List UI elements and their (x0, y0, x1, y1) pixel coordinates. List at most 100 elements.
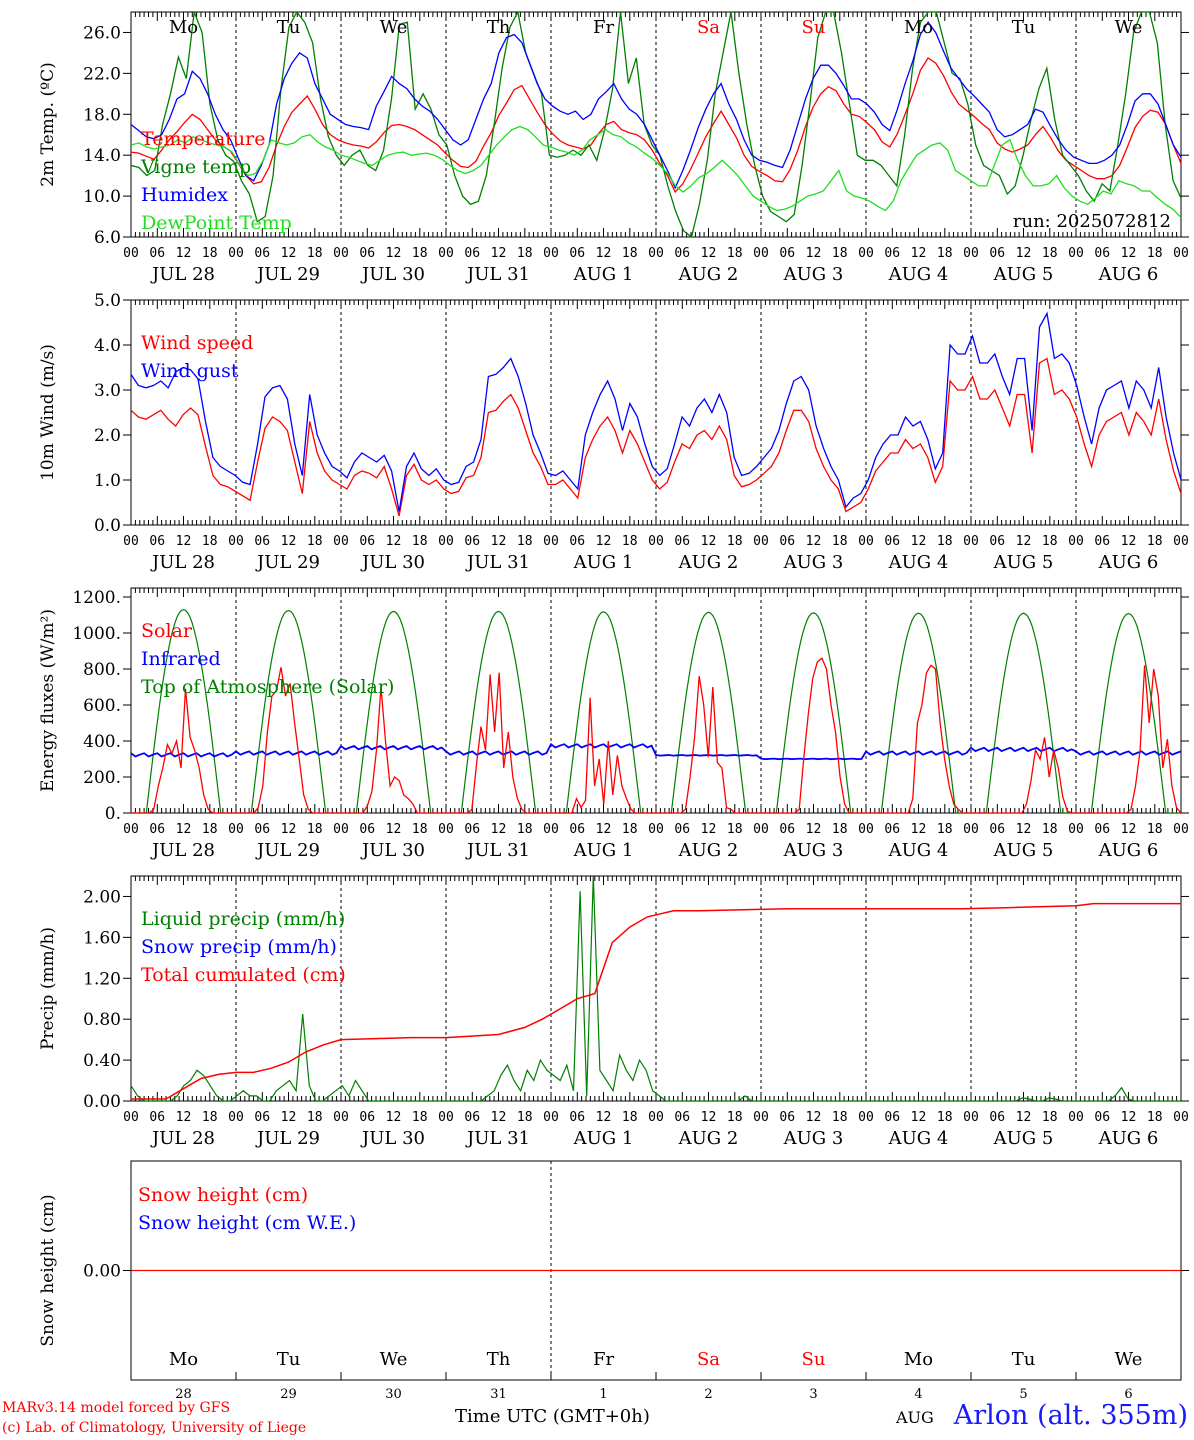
y-tick-label: 0.40 (83, 1051, 121, 1071)
legend-entry: Liquid precip (mm/h) (141, 908, 345, 930)
hour-tick-label: 18 (937, 822, 953, 837)
y-tick-label: 2.0 (94, 426, 121, 446)
y-axis-label: 10m Wind (m/s) (38, 344, 58, 481)
legend-entry: Vigne temp (140, 156, 251, 178)
hour-tick-label: 18 (727, 534, 743, 549)
hour-tick-label: 12 (806, 1110, 822, 1125)
hour-tick-label: 06 (149, 246, 165, 261)
weekday-label: Su (802, 17, 826, 38)
hour-tick-label: 12 (701, 534, 717, 549)
hour-tick-label: 00 (438, 822, 454, 837)
series-line-humidex (131, 21, 1181, 190)
y-tick-label: 4.0 (94, 336, 121, 356)
date-label: JUL 29 (255, 264, 320, 285)
hour-tick-label: 12 (596, 1110, 612, 1125)
hour-tick-label: 00 (123, 1110, 139, 1125)
legend-entry: Snow height (cm W.E.) (138, 1212, 356, 1234)
hour-tick-label: 06 (254, 246, 270, 261)
date-label: JUL 30 (360, 840, 425, 861)
legend-entry: Snow precip (mm/h) (141, 936, 337, 958)
date-label: JUL 30 (360, 264, 425, 285)
hour-tick-label: 00 (1173, 1110, 1189, 1125)
hour-tick-label: 12 (176, 246, 192, 261)
hour-tick-label: 00 (438, 246, 454, 261)
hour-tick-label: 12 (386, 1110, 402, 1125)
hour-tick-label: 00 (123, 822, 139, 837)
day-number-label: 5 (1019, 1387, 1027, 1402)
weekday-label: Mo (904, 17, 933, 38)
y-tick-label: 1000. (72, 624, 121, 644)
hour-tick-label: 12 (491, 246, 507, 261)
hour-tick-label: 18 (307, 534, 323, 549)
date-label: AUG 4 (888, 264, 949, 285)
hour-tick-label: 00 (333, 822, 349, 837)
legend-entry: Top of Atmosphere (Solar) (141, 676, 394, 698)
hour-tick-label: 06 (779, 1110, 795, 1125)
date-label: AUG 2 (678, 264, 739, 285)
hour-tick-label: 18 (412, 246, 428, 261)
day-number-label: 2 (704, 1387, 712, 1402)
hour-tick-label: 00 (858, 1110, 874, 1125)
hour-tick-label: 12 (1016, 822, 1032, 837)
hour-tick-label: 06 (779, 246, 795, 261)
hour-tick-label: 00 (438, 534, 454, 549)
hour-tick-label: 12 (1016, 1110, 1032, 1125)
date-label: JUL 28 (150, 840, 215, 861)
hour-tick-label: 12 (1016, 534, 1032, 549)
hour-tick-label: 18 (1042, 822, 1058, 837)
weekday-label: Tu (277, 17, 301, 38)
weekday-label: We (380, 17, 408, 38)
day-number-label: 30 (385, 1387, 402, 1402)
weekday-label: Mo (169, 17, 198, 38)
hour-tick-label: 00 (753, 246, 769, 261)
hour-tick-label: 12 (1121, 534, 1137, 549)
series-line-dewpoint-temp (131, 125, 1181, 219)
hour-tick-label: 18 (1147, 822, 1163, 837)
total-cumulated-line (131, 902, 1181, 1100)
date-label: JUL 29 (255, 1128, 320, 1149)
hour-tick-label: 06 (359, 246, 375, 261)
date-label: JUL 30 (360, 1128, 425, 1149)
hour-tick-label: 00 (543, 822, 559, 837)
y-axis-label: Precip (mm/h) (38, 927, 58, 1050)
hour-tick-label: 00 (543, 246, 559, 261)
date-label: JUL 31 (465, 840, 530, 861)
hour-tick-label: 06 (674, 534, 690, 549)
hour-tick-label: 12 (911, 1110, 927, 1125)
hour-tick-label: 12 (281, 822, 297, 837)
hour-tick-label: 00 (333, 246, 349, 261)
hour-tick-label: 00 (648, 246, 664, 261)
date-label: AUG 4 (888, 552, 949, 573)
hour-tick-label: 06 (884, 246, 900, 261)
hour-tick-label: 18 (1042, 534, 1058, 549)
hour-tick-label: 12 (806, 534, 822, 549)
panel-temp: 6.0 10.0 14.0 18.0 22.0 26.0 2m Temp. (ºC) 00 06… (38, 11, 1189, 285)
hour-tick-label: 18 (307, 822, 323, 837)
hour-tick-label: 00 (963, 246, 979, 261)
y-tick-label: 200. (83, 768, 121, 788)
hour-tick-label: 18 (1042, 246, 1058, 261)
hour-tick-label: 00 (858, 246, 874, 261)
hour-tick-label: 00 (753, 534, 769, 549)
day-number-label: 29 (280, 1387, 297, 1402)
hour-tick-label: 18 (622, 822, 638, 837)
hour-tick-label: 00 (963, 534, 979, 549)
time-ticks (130, 300, 1182, 525)
date-label: AUG 5 (993, 552, 1054, 573)
hour-tick-label: 06 (1094, 246, 1110, 261)
date-label: JUL 29 (255, 552, 320, 573)
y-tick-label: 22.0 (83, 64, 121, 84)
hour-tick-label: 18 (622, 534, 638, 549)
hour-tick-label: 06 (884, 534, 900, 549)
hour-tick-label: 06 (359, 1110, 375, 1125)
hour-tick-label: 00 (1173, 246, 1189, 261)
hour-tick-label: 06 (149, 822, 165, 837)
hour-tick-label: 18 (202, 534, 218, 549)
hour-tick-label: 06 (569, 534, 585, 549)
y-tick-label: 10.0 (83, 187, 121, 207)
weekday-label: Su (802, 1349, 826, 1370)
legend-entry: Wind gust (141, 360, 239, 382)
y-tick-label: 0.80 (83, 1010, 121, 1030)
date-label: AUG 1 (573, 840, 634, 861)
